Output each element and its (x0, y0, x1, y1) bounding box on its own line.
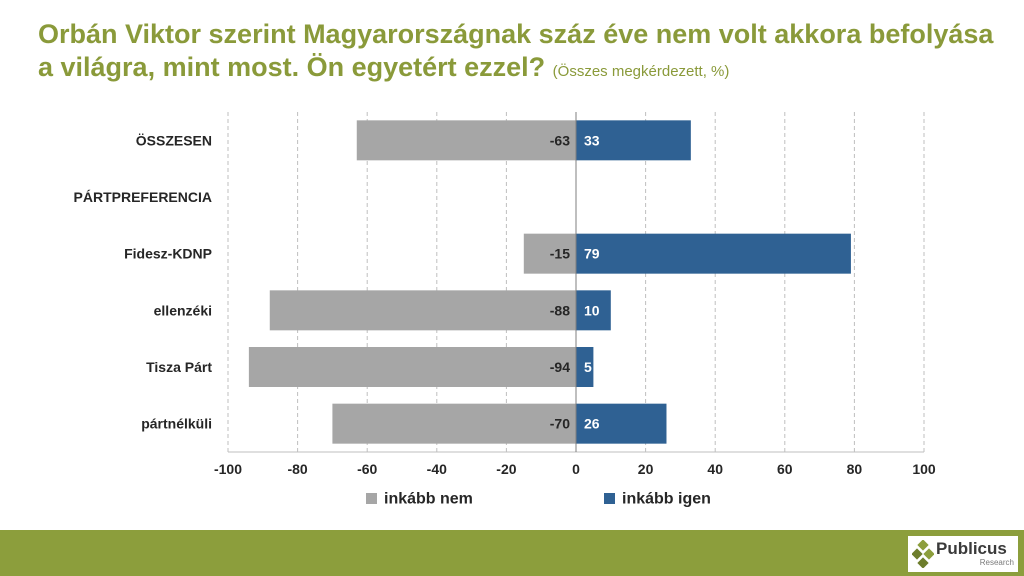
bar-inkabb-igen (576, 403, 667, 444)
footer-band (0, 530, 1024, 576)
data-label-inkabb-nem: -94 (550, 359, 570, 375)
data-label-inkabb-nem: -15 (550, 246, 570, 262)
x-tick-label: -40 (427, 461, 447, 477)
logo-text: Publicus (936, 539, 1007, 558)
bar-inkabb-nem (523, 233, 576, 274)
category-label: ellenzéki (154, 302, 212, 318)
x-tick-label: -60 (357, 461, 377, 477)
bar-inkabb-nem (269, 290, 576, 331)
category-label: Fidesz-KDNP (124, 246, 212, 262)
category-label: PÁRTPREFERENCIA (74, 189, 212, 205)
category-label: Tisza Párt (146, 359, 212, 375)
x-tick-label: 60 (777, 461, 793, 477)
x-tick-label: 80 (847, 461, 863, 477)
chart-title: Orbán Viktor szerint Magyarországnak szá… (38, 18, 998, 88)
bar-inkabb-igen (576, 347, 594, 387)
category-label: ÖSSZESEN (136, 132, 212, 148)
data-label-inkabb-igen: 10 (584, 302, 600, 318)
chart-subtitle: (Összes megkérdezett, %) (552, 63, 730, 80)
data-label-inkabb-nem: -88 (550, 302, 570, 318)
logo-subtext: Research (979, 558, 1014, 567)
legend-label: inkább igen (622, 491, 711, 508)
data-label-inkabb-nem: -63 (550, 132, 570, 148)
bar-inkabb-nem (332, 403, 576, 444)
bar-inkabb-nem (356, 120, 576, 161)
data-label-inkabb-igen: 33 (584, 132, 600, 148)
bar-inkabb-igen (576, 120, 691, 161)
legend-swatch (604, 493, 615, 504)
x-tick-label: 40 (707, 461, 723, 477)
bar-inkabb-igen (576, 290, 611, 331)
logo-mark-icon (912, 540, 934, 568)
publicus-logo: Publicus Research (908, 536, 1018, 572)
x-tick-label: 20 (638, 461, 654, 477)
data-label-inkabb-igen: 5 (584, 359, 592, 375)
x-tick-label: 100 (912, 461, 936, 477)
data-label-inkabb-igen: 79 (584, 246, 600, 262)
data-label-inkabb-nem: -70 (550, 416, 570, 432)
legend-label: inkább nem (384, 491, 473, 508)
bar-inkabb-nem (248, 347, 576, 387)
diverging-bar-chart: -100 -80 -60 -40 -20 0 20 40 60 80 100 ÖSSZESEN -63 3… (74, 112, 936, 508)
data-label-inkabb-igen: 26 (584, 416, 600, 432)
x-tick-label: -20 (496, 461, 516, 477)
x-tick-label: -100 (214, 461, 242, 477)
chart-title-main: Orbán Viktor szerint Magyarországnak szá… (38, 19, 994, 82)
legend-swatch (366, 493, 377, 504)
category-label: pártnélküli (141, 416, 212, 432)
bar-inkabb-igen (576, 233, 851, 274)
x-tick-label: -80 (287, 461, 307, 477)
x-tick-label: 0 (572, 461, 580, 477)
